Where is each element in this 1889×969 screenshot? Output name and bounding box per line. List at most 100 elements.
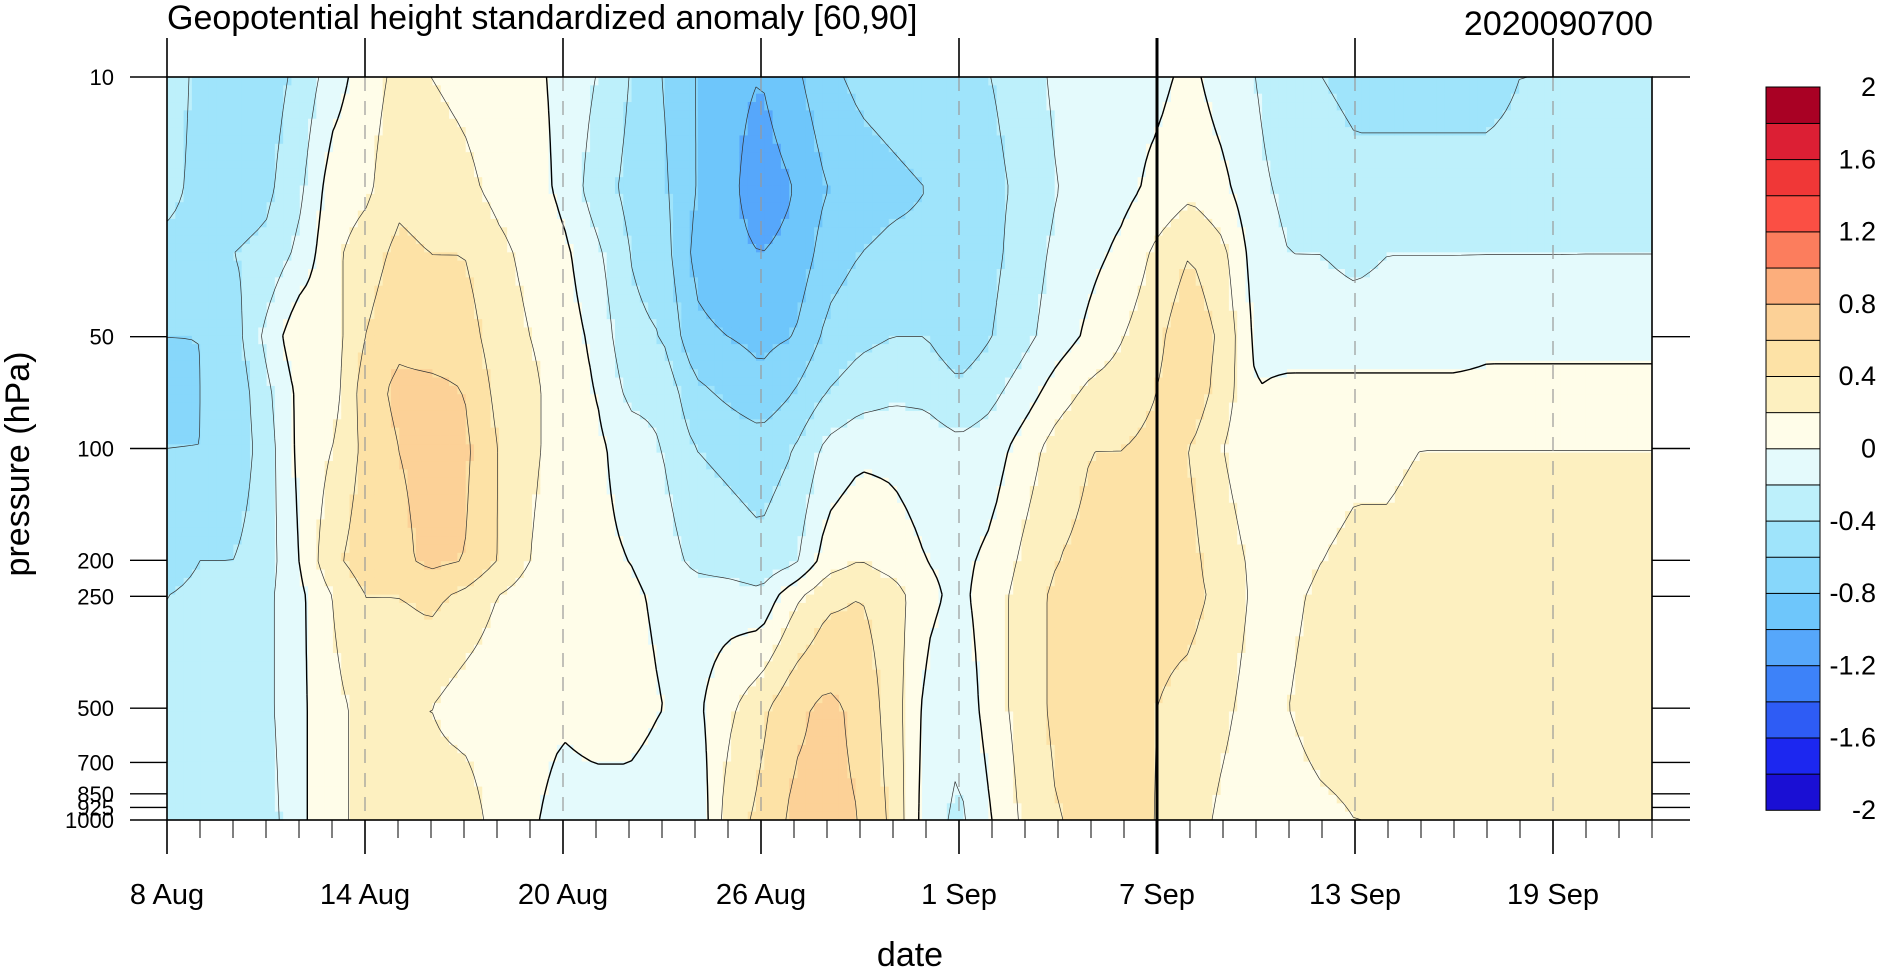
- contour-cell: [623, 594, 633, 604]
- contour-cell: [407, 678, 417, 688]
- contour-cell: [167, 377, 176, 387]
- contour-cell: [349, 594, 359, 604]
- contour-cell: [598, 594, 608, 604]
- contour-cell: [399, 753, 409, 763]
- contour-cell: [324, 744, 334, 754]
- contour-cell: [291, 394, 301, 404]
- contour-cell: [332, 202, 342, 212]
- contour-cell: [449, 736, 458, 746]
- contour-cell: [473, 653, 483, 662]
- contour-cell: [556, 93, 566, 103]
- contour-cell: [299, 653, 309, 662]
- contour-cell: [498, 511, 508, 521]
- contour-cell: [291, 461, 301, 470]
- contour-cell: [424, 494, 434, 504]
- contour-cell: [183, 794, 193, 804]
- contour-cell: [266, 627, 276, 637]
- contour-cell: [507, 377, 517, 387]
- contour-cell: [291, 310, 301, 320]
- contour-cell: [291, 127, 301, 137]
- contour-cell: [457, 661, 467, 671]
- contour-cell: [548, 294, 558, 304]
- contour-cell: [432, 335, 442, 345]
- contour-cell: [498, 636, 508, 646]
- contour-cell: [241, 402, 251, 412]
- contour-cell: [366, 511, 376, 521]
- contour-cell: [233, 569, 243, 579]
- contour-cell: [598, 435, 608, 445]
- contour-cell: [200, 452, 210, 462]
- contour-cell: [332, 385, 342, 395]
- contour-cell: [523, 511, 533, 521]
- contour-cell: [473, 118, 483, 128]
- contour-cell: [274, 385, 284, 395]
- contour-cell: [532, 135, 541, 145]
- contour-cell: [291, 778, 301, 788]
- contour-cell: [341, 778, 351, 788]
- contour-cell: [233, 419, 243, 429]
- contour-cell: [548, 394, 558, 404]
- contour-cell: [274, 444, 284, 454]
- contour-cell: [473, 302, 483, 312]
- contour-cell: [291, 678, 301, 688]
- contour-cell: [482, 118, 492, 128]
- contour-cell: [606, 619, 616, 629]
- contour-cell: [407, 243, 417, 253]
- contour-cell: [167, 227, 176, 237]
- contour-cell: [449, 85, 458, 95]
- contour-cell: [249, 511, 259, 521]
- contour-cell: [183, 594, 193, 604]
- contour-cell: [590, 218, 599, 228]
- contour-cell: [440, 294, 450, 304]
- contour-cell: [415, 185, 425, 195]
- contour-cell: [473, 552, 483, 562]
- contour-cell: [573, 736, 583, 746]
- contour-cell: [341, 502, 351, 512]
- contour-cell: [573, 703, 583, 713]
- contour-cell: [490, 602, 500, 612]
- contour-cell: [498, 527, 508, 537]
- contour-cell: [415, 803, 425, 813]
- contour-cell: [556, 678, 566, 688]
- contour-cell: [175, 185, 185, 195]
- contour-cell: [498, 419, 508, 429]
- contour-cell: [440, 193, 450, 203]
- contour-cell: [548, 85, 558, 95]
- contour-cell: [283, 594, 293, 604]
- contour-cell: [473, 310, 483, 320]
- contour-cell: [191, 486, 201, 496]
- contour-cell: [614, 294, 624, 304]
- contour-cell: [283, 694, 293, 704]
- contour-cell: [357, 527, 367, 537]
- contour-cell: [274, 486, 284, 496]
- contour-cell: [465, 118, 475, 128]
- contour-cell: [308, 552, 317, 562]
- contour-cell: [258, 786, 268, 796]
- contour-cell: [216, 744, 226, 754]
- contour-cell: [548, 511, 558, 521]
- contour-cell: [556, 494, 566, 504]
- contour-cell: [357, 461, 367, 470]
- contour-cell: [515, 335, 525, 345]
- contour-cell: [590, 377, 599, 387]
- contour-cell: [341, 619, 351, 629]
- contour-cell: [556, 143, 566, 153]
- contour-cell: [556, 686, 566, 696]
- contour-cell: [590, 686, 599, 696]
- contour-cell: [299, 728, 309, 738]
- contour-cell: [623, 210, 633, 220]
- contour-cell: [258, 494, 268, 504]
- contour-cell: [614, 703, 624, 713]
- contour-cell: [399, 352, 409, 362]
- contour-cell: [532, 127, 541, 137]
- contour-cell: [167, 218, 176, 228]
- contour-cell: [590, 536, 599, 546]
- contour-cell: [623, 102, 633, 111]
- contour-cell: [465, 335, 475, 345]
- contour-cell: [507, 536, 517, 546]
- contour-cell: [623, 402, 633, 412]
- contour-cell: [324, 494, 334, 504]
- contour-cell: [382, 719, 392, 729]
- contour-cell: [457, 778, 467, 788]
- contour-cell: [382, 118, 392, 128]
